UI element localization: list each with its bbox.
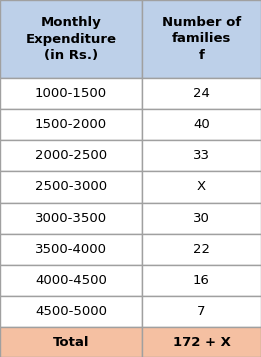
Bar (0, 171, 142, 202)
Bar (0, 202, 142, 233)
Bar (0, 296, 142, 327)
Bar (0, 327, 142, 357)
Bar (142, 109, 261, 140)
Text: 16: 16 (193, 274, 210, 287)
Text: 40: 40 (193, 118, 210, 131)
Text: 22: 22 (193, 243, 210, 256)
Text: 2500-3000: 2500-3000 (35, 180, 107, 193)
Text: 4500-5000: 4500-5000 (35, 305, 107, 318)
Bar (142, 0, 261, 78)
Bar (142, 202, 261, 233)
Bar (0, 0, 142, 78)
Text: 172 + X: 172 + X (173, 336, 230, 348)
Text: 1500-2000: 1500-2000 (35, 118, 107, 131)
Bar (142, 265, 261, 296)
Bar (0, 265, 142, 296)
Bar (0, 109, 142, 140)
Text: 24: 24 (193, 87, 210, 100)
Bar (0, 78, 142, 109)
Text: 33: 33 (193, 149, 210, 162)
Bar (142, 171, 261, 202)
Text: Total: Total (53, 336, 89, 348)
Text: Number of
families
f: Number of families f (162, 16, 241, 62)
Text: X: X (197, 180, 206, 193)
Bar (142, 140, 261, 171)
Bar (142, 78, 261, 109)
Text: 30: 30 (193, 212, 210, 225)
Text: 2000-2500: 2000-2500 (35, 149, 107, 162)
Text: 3000-3500: 3000-3500 (35, 212, 107, 225)
Bar (142, 296, 261, 327)
Text: Monthly
Expenditure
(in Rs.): Monthly Expenditure (in Rs.) (26, 16, 116, 62)
Bar (0, 140, 142, 171)
Text: 1000-1500: 1000-1500 (35, 87, 107, 100)
Bar (142, 233, 261, 265)
Text: 7: 7 (197, 305, 206, 318)
Text: 3500-4000: 3500-4000 (35, 243, 107, 256)
Bar (0, 233, 142, 265)
Text: 4000-4500: 4000-4500 (35, 274, 107, 287)
Bar (142, 327, 261, 357)
